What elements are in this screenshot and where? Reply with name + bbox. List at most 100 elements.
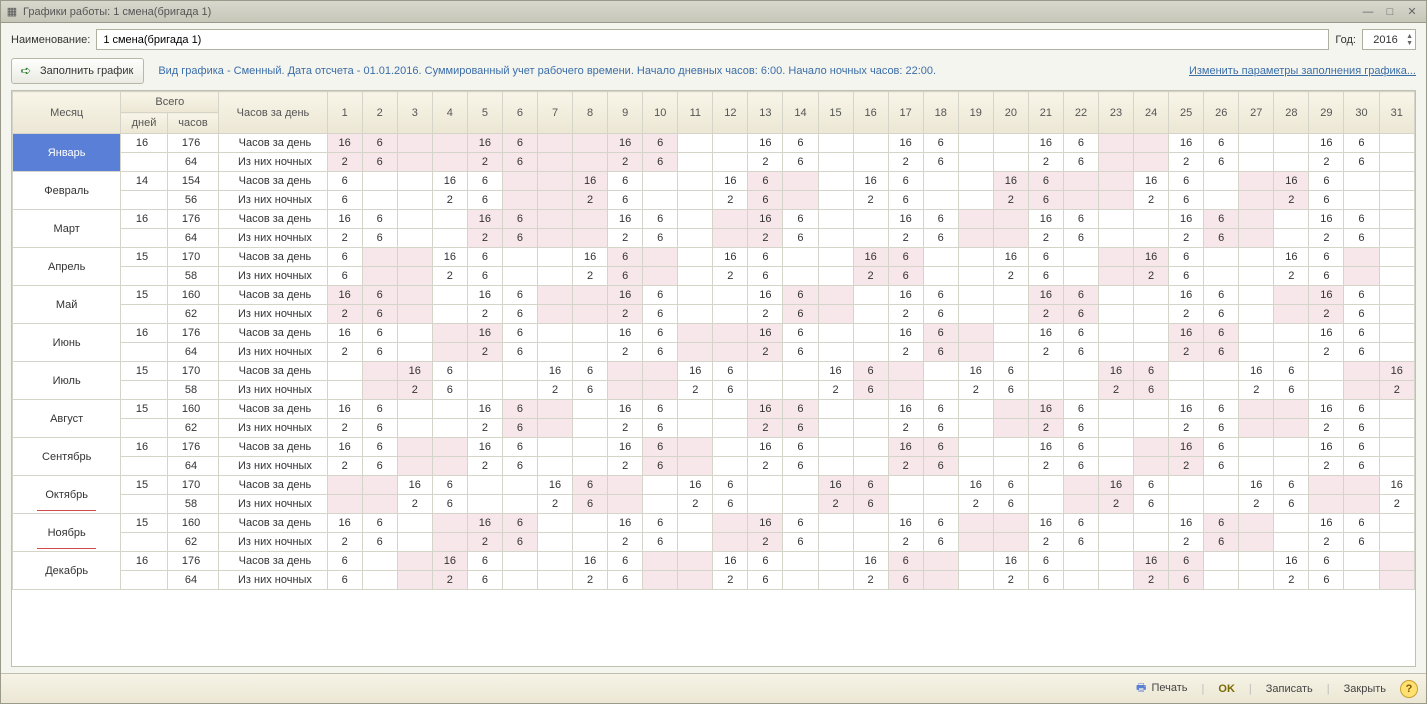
day-cell[interactable] bbox=[1379, 210, 1415, 229]
day-cell[interactable] bbox=[923, 362, 958, 381]
day-cell[interactable]: 16 bbox=[467, 438, 502, 457]
day-night-cell[interactable] bbox=[783, 191, 818, 210]
day-cell[interactable]: 16 bbox=[1309, 210, 1344, 229]
day-cell[interactable]: 6 bbox=[1028, 248, 1063, 267]
day-cell[interactable]: 6 bbox=[1063, 210, 1098, 229]
day-cell[interactable]: 16 bbox=[1134, 552, 1169, 571]
day-cell[interactable] bbox=[678, 248, 713, 267]
day-cell[interactable]: 6 bbox=[713, 362, 748, 381]
day-night-cell[interactable] bbox=[1239, 153, 1274, 172]
day-cell[interactable]: 6 bbox=[643, 438, 678, 457]
day-night-cell[interactable] bbox=[573, 419, 608, 438]
day-night-cell[interactable] bbox=[1274, 153, 1309, 172]
day-cell[interactable] bbox=[1169, 476, 1204, 495]
ok-button[interactable]: OK bbox=[1210, 680, 1243, 698]
day-cell[interactable] bbox=[958, 514, 993, 533]
day-cell[interactable]: 6 bbox=[993, 362, 1028, 381]
day-cell[interactable] bbox=[432, 438, 467, 457]
day-cell[interactable]: 16 bbox=[608, 286, 643, 305]
day-cell[interactable] bbox=[573, 210, 608, 229]
day-cell[interactable] bbox=[1379, 400, 1415, 419]
day-night-cell[interactable] bbox=[1309, 495, 1344, 514]
day-night-cell[interactable]: 6 bbox=[923, 343, 958, 362]
day-night-cell[interactable]: 6 bbox=[1309, 267, 1344, 286]
day-cell[interactable] bbox=[432, 324, 467, 343]
day-cell[interactable]: 16 bbox=[432, 248, 467, 267]
day-cell[interactable] bbox=[573, 400, 608, 419]
day-cell[interactable]: 16 bbox=[608, 400, 643, 419]
day-cell[interactable] bbox=[818, 438, 853, 457]
day-cell[interactable]: 16 bbox=[993, 552, 1028, 571]
month-cell[interactable]: Ноябрь bbox=[13, 514, 121, 552]
day-night-cell[interactable]: 6 bbox=[643, 305, 678, 324]
day-cell[interactable]: 6 bbox=[1274, 362, 1309, 381]
day-cell[interactable] bbox=[1274, 438, 1309, 457]
day-night-cell[interactable]: 2 bbox=[1028, 305, 1063, 324]
day-cell[interactable]: 16 bbox=[1169, 210, 1204, 229]
day-cell[interactable] bbox=[1274, 134, 1309, 153]
day-night-cell[interactable] bbox=[923, 191, 958, 210]
day-cell[interactable] bbox=[958, 134, 993, 153]
day-cell[interactable]: 16 bbox=[608, 514, 643, 533]
day-night-cell[interactable]: 2 bbox=[608, 343, 643, 362]
day-cell[interactable] bbox=[678, 134, 713, 153]
day-night-cell[interactable] bbox=[327, 495, 362, 514]
day-night-cell[interactable]: 2 bbox=[1274, 571, 1309, 590]
day-cell[interactable]: 16 bbox=[748, 286, 783, 305]
day-night-cell[interactable]: 2 bbox=[467, 153, 502, 172]
day-night-cell[interactable] bbox=[713, 153, 748, 172]
day-cell[interactable]: 16 bbox=[1028, 286, 1063, 305]
day-night-cell[interactable]: 6 bbox=[327, 267, 362, 286]
day-night-cell[interactable] bbox=[432, 229, 467, 248]
day-night-cell[interactable] bbox=[853, 343, 888, 362]
day-cell[interactable] bbox=[853, 438, 888, 457]
day-night-cell[interactable]: 2 bbox=[432, 267, 467, 286]
day-night-cell[interactable]: 2 bbox=[538, 381, 573, 400]
day-night-cell[interactable]: 2 bbox=[1099, 381, 1134, 400]
day-night-cell[interactable]: 2 bbox=[327, 305, 362, 324]
save-button[interactable]: Записать bbox=[1258, 680, 1321, 698]
day-night-cell[interactable]: 2 bbox=[1028, 229, 1063, 248]
day-night-cell[interactable]: 6 bbox=[1169, 191, 1204, 210]
day-cell[interactable]: 16 bbox=[608, 438, 643, 457]
day-night-cell[interactable] bbox=[818, 533, 853, 552]
day-cell[interactable]: 16 bbox=[327, 324, 362, 343]
day-cell[interactable]: 6 bbox=[923, 286, 958, 305]
day-night-cell[interactable] bbox=[888, 381, 923, 400]
day-cell[interactable] bbox=[397, 134, 432, 153]
day-night-cell[interactable]: 6 bbox=[1028, 191, 1063, 210]
day-night-cell[interactable] bbox=[1169, 381, 1204, 400]
day-night-cell[interactable] bbox=[1204, 495, 1239, 514]
day-cell[interactable] bbox=[713, 286, 748, 305]
day-cell[interactable]: 16 bbox=[1309, 286, 1344, 305]
day-cell[interactable]: 6 bbox=[467, 552, 502, 571]
day-cell[interactable]: 6 bbox=[783, 324, 818, 343]
day-night-cell[interactable]: 6 bbox=[1204, 305, 1239, 324]
day-night-cell[interactable] bbox=[678, 229, 713, 248]
day-cell[interactable]: 6 bbox=[1169, 172, 1204, 191]
day-cell[interactable]: 16 bbox=[1028, 400, 1063, 419]
day-cell[interactable]: 16 bbox=[713, 248, 748, 267]
help-button[interactable]: ? bbox=[1400, 680, 1418, 698]
day-cell[interactable]: 6 bbox=[783, 134, 818, 153]
day-night-cell[interactable]: 6 bbox=[783, 419, 818, 438]
day-cell[interactable] bbox=[397, 552, 432, 571]
day-cell[interactable]: 6 bbox=[888, 248, 923, 267]
day-night-cell[interactable]: 6 bbox=[1204, 457, 1239, 476]
day-night-cell[interactable] bbox=[1099, 533, 1134, 552]
day-night-cell[interactable] bbox=[1099, 419, 1134, 438]
day-cell[interactable] bbox=[397, 210, 432, 229]
day-cell[interactable]: 6 bbox=[1204, 134, 1239, 153]
day-cell[interactable]: 16 bbox=[748, 324, 783, 343]
day-cell[interactable] bbox=[327, 476, 362, 495]
day-night-cell[interactable] bbox=[993, 419, 1028, 438]
day-cell[interactable]: 16 bbox=[327, 514, 362, 533]
day-night-cell[interactable] bbox=[502, 267, 537, 286]
day-cell[interactable] bbox=[958, 400, 993, 419]
day-night-cell[interactable]: 2 bbox=[1169, 533, 1204, 552]
day-cell[interactable] bbox=[678, 286, 713, 305]
day-cell[interactable] bbox=[397, 514, 432, 533]
day-cell[interactable] bbox=[643, 362, 678, 381]
day-night-cell[interactable]: 6 bbox=[1344, 419, 1379, 438]
day-cell[interactable] bbox=[1134, 400, 1169, 419]
